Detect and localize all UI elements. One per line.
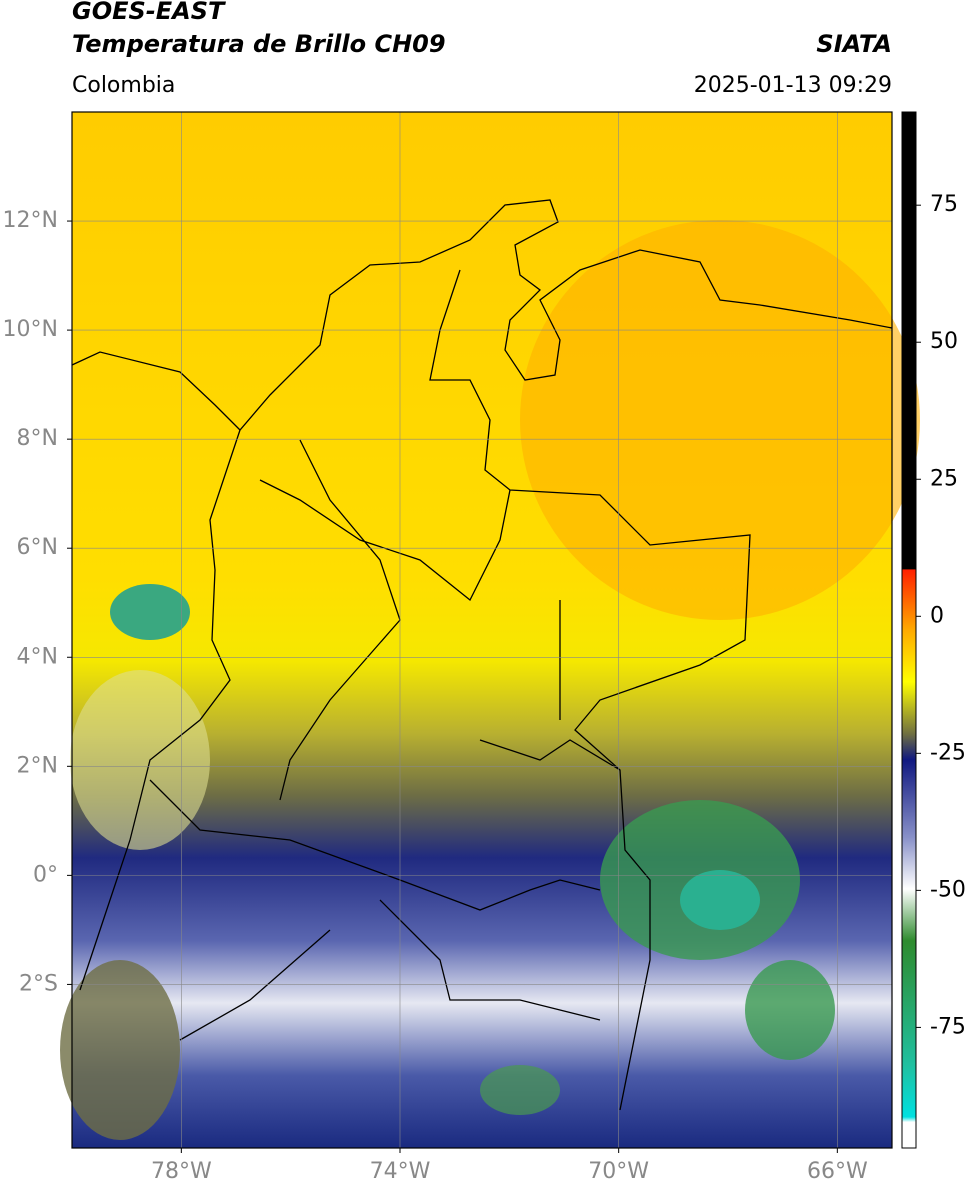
y-tick-label: 2°S xyxy=(19,971,58,996)
title: GOES-EAST xyxy=(72,0,226,25)
datetime: 2025-01-13 09:29 xyxy=(694,73,892,98)
colorbar-tick-label: 0 xyxy=(930,603,944,628)
x-tick-label: 66°W xyxy=(807,1159,868,1184)
map-frame xyxy=(71,111,893,1149)
y-tick-label: 10°N xyxy=(3,317,58,342)
y-tick-label: 2°N xyxy=(17,753,58,778)
colorbar-tick-label: 25 xyxy=(930,466,958,491)
y-tick-label: 8°N xyxy=(17,426,58,451)
colorbar-tick-label: -75 xyxy=(930,1014,966,1039)
region: Colombia xyxy=(72,73,175,98)
x-tick-label: 74°W xyxy=(370,1159,431,1184)
colorbar-tick-label: -25 xyxy=(930,740,966,765)
colorbar-tick-label: 75 xyxy=(930,192,958,217)
y-tick-label: 4°N xyxy=(17,644,58,669)
x-tick-label: 78°W xyxy=(151,1159,212,1184)
colorbar xyxy=(901,111,917,1149)
x-tick-label: 70°W xyxy=(588,1159,649,1184)
grid xyxy=(72,112,892,1148)
borders xyxy=(71,199,893,1111)
source: SIATA xyxy=(816,30,892,58)
y-tick-label: 0° xyxy=(33,862,58,887)
y-tick-label: 12°N xyxy=(3,208,58,233)
imagery xyxy=(60,112,920,1148)
subtitle: Temperatura de Brillo CH09 xyxy=(72,30,446,58)
y-tick-label: 6°N xyxy=(17,535,58,560)
colorbar-tick-label: 50 xyxy=(930,329,958,354)
colorbar-tick-label: -50 xyxy=(930,877,966,902)
